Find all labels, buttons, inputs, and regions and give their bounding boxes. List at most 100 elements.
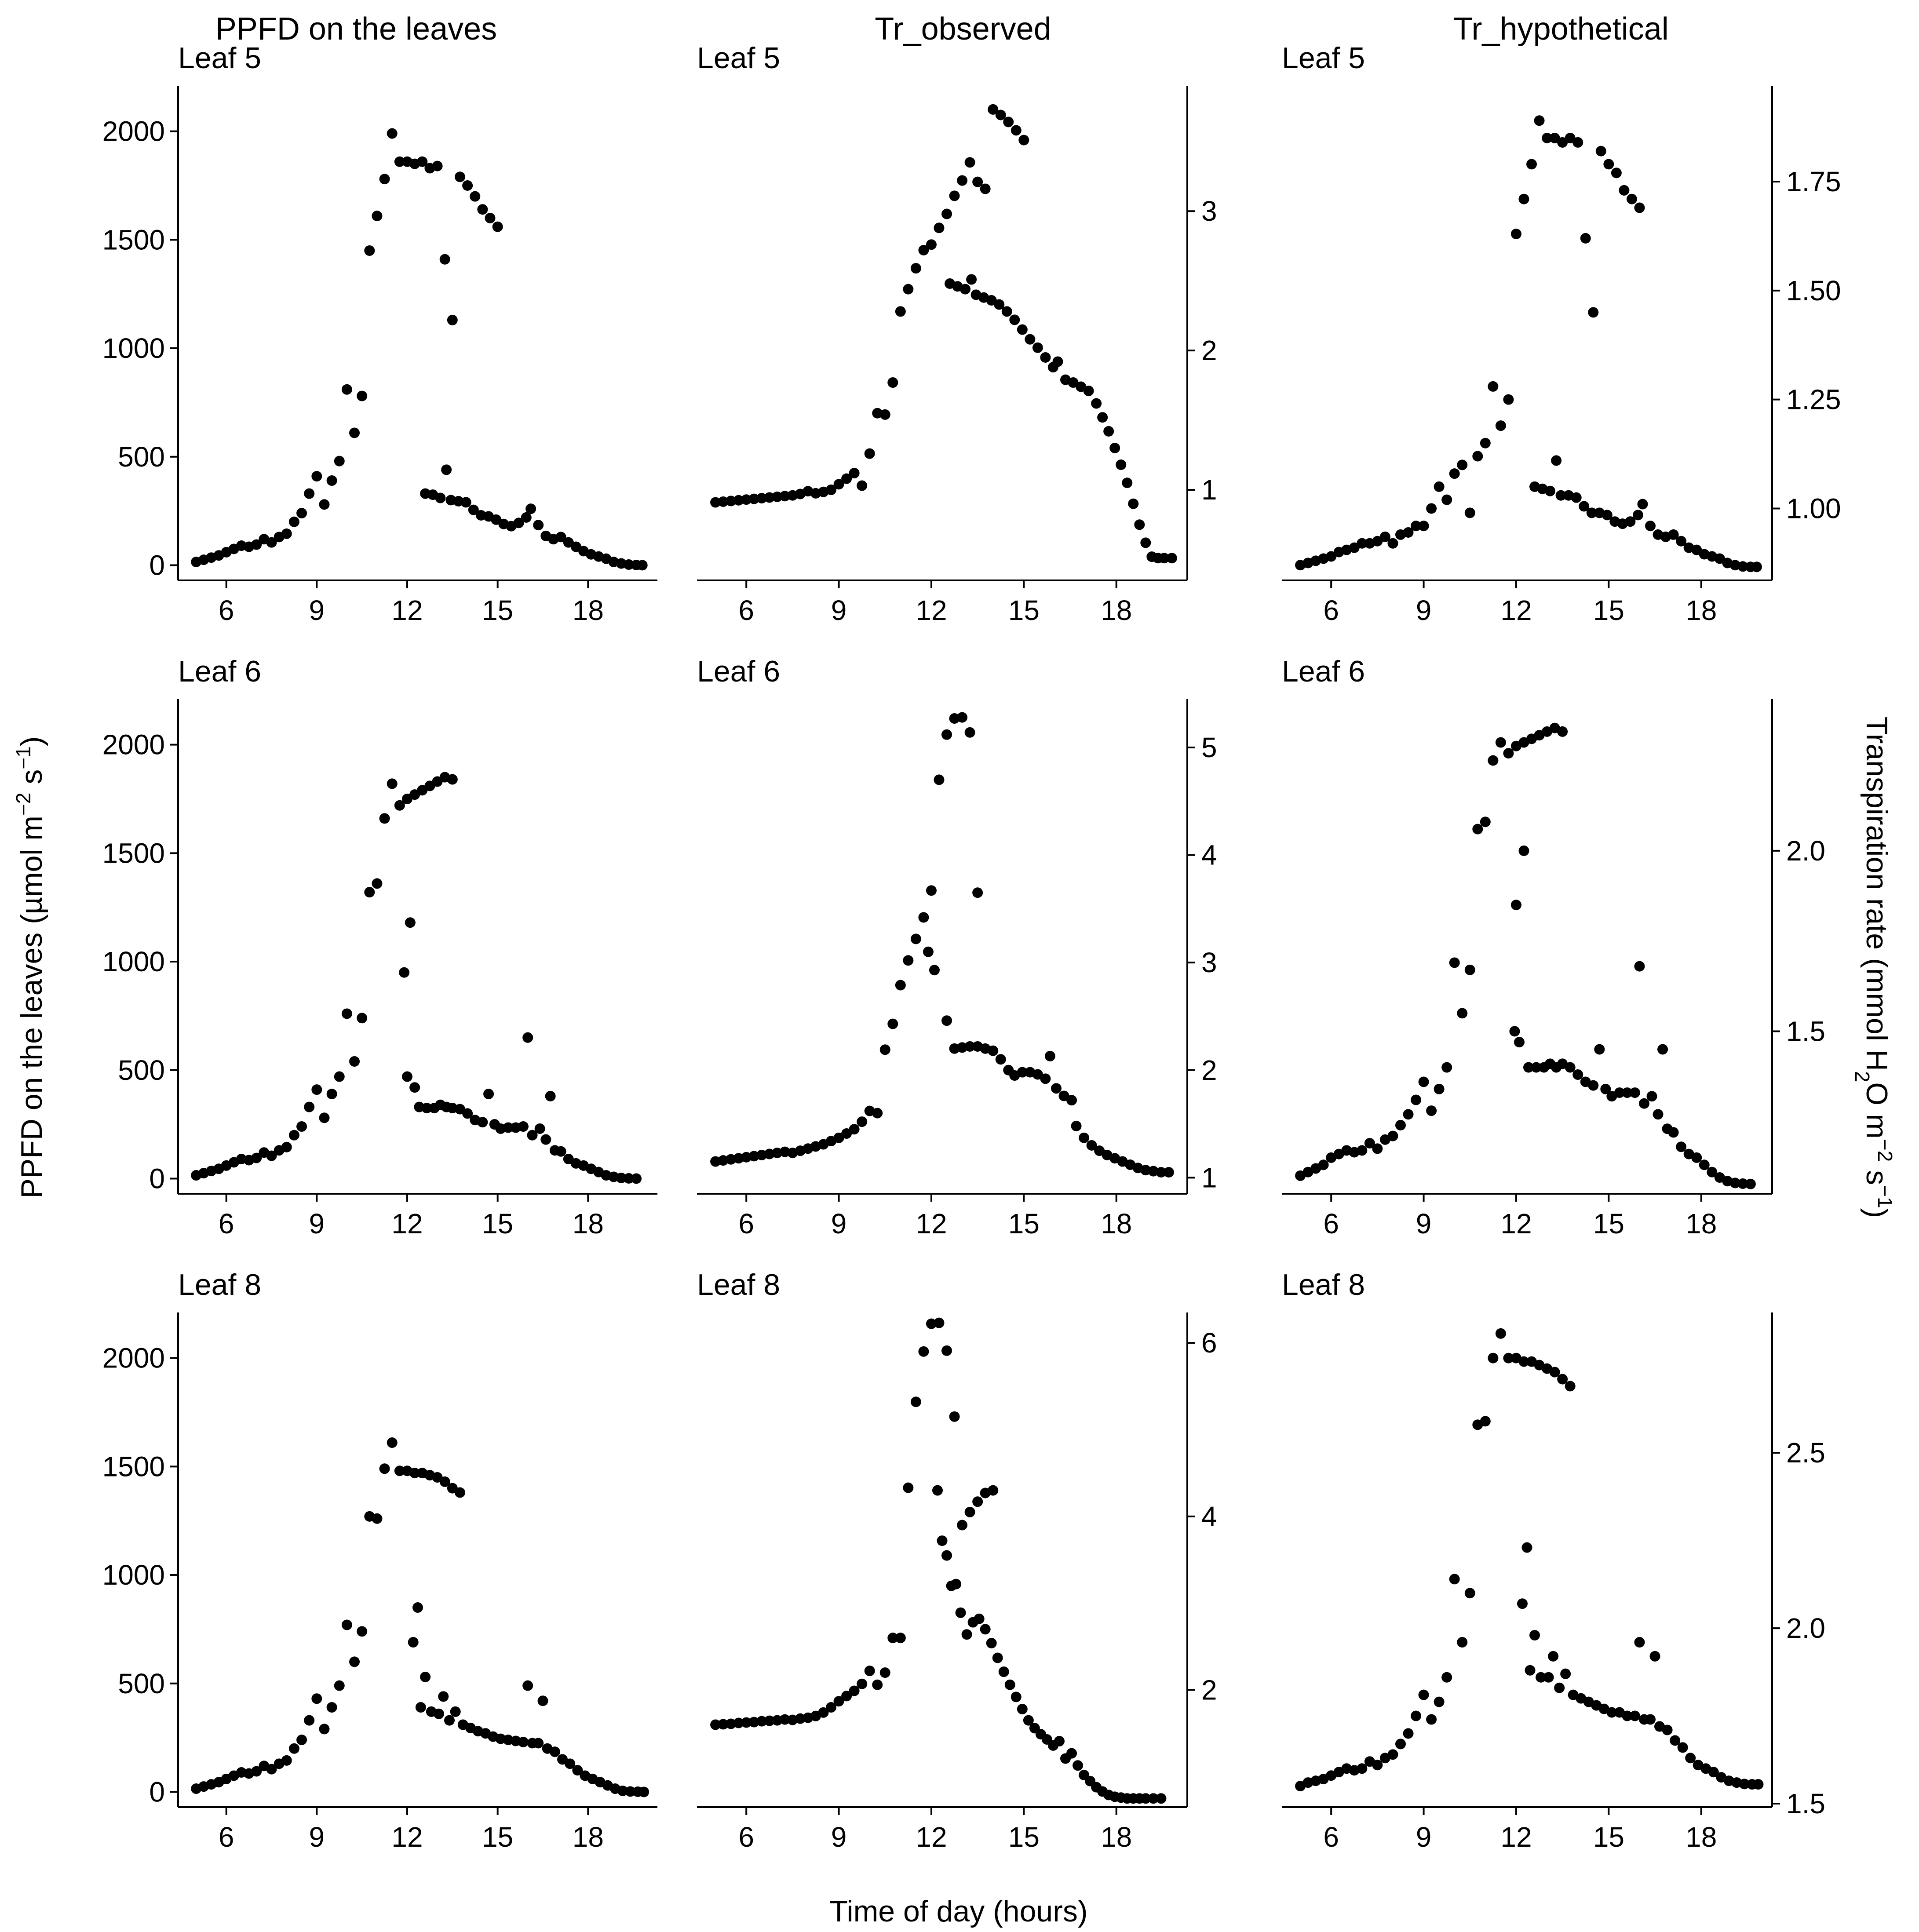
data-point (1159, 553, 1170, 564)
data-point (1626, 193, 1637, 204)
data-point (833, 479, 844, 490)
data-point (1549, 1367, 1560, 1378)
data-point (572, 1765, 583, 1776)
data-point (1017, 324, 1028, 335)
data-point (980, 1624, 991, 1635)
data-point (485, 212, 496, 223)
x-tick-label: 9 (1416, 1821, 1432, 1853)
data-point (1517, 1598, 1528, 1609)
data-point (1140, 537, 1151, 548)
data-point (795, 1713, 806, 1724)
data-point (625, 1786, 636, 1797)
data-point (1495, 1328, 1506, 1339)
data-point (986, 295, 997, 306)
data-point (1668, 1127, 1679, 1138)
data-point (1510, 229, 1521, 240)
panel-title: Leaf 8 (178, 1268, 261, 1301)
data-point (412, 1602, 423, 1613)
data-point (477, 1117, 488, 1128)
data-point (1653, 1109, 1664, 1120)
data-point (372, 878, 383, 889)
data-point (1457, 459, 1468, 470)
data-point (450, 1706, 461, 1717)
data-point (764, 492, 775, 503)
data-point (364, 245, 375, 256)
data-point (1614, 1087, 1625, 1098)
data-point (1572, 1069, 1583, 1080)
x-tick-label: 12 (391, 594, 423, 626)
y-tick-label: 1.5 (1786, 1788, 1825, 1819)
data-point (1509, 1026, 1520, 1037)
data-point (545, 1090, 556, 1101)
y-tick-label: 500 (118, 441, 165, 473)
panel-r2-c2: Leaf 8 6 9 12 15 18 1.5 2.0 2.5 (1282, 1268, 1825, 1853)
data-point (1580, 233, 1591, 244)
data-point (1357, 1145, 1368, 1156)
panel-title: Leaf 8 (1282, 1268, 1365, 1301)
panel-r2-c1: Leaf 8 6 9 12 15 18 2 4 6 (697, 1268, 1217, 1853)
data-point (1411, 1094, 1422, 1105)
data-point (733, 1153, 744, 1164)
data-point (1488, 381, 1499, 392)
data-point (623, 1173, 634, 1184)
data-point (470, 191, 481, 202)
data-point (1638, 1098, 1649, 1109)
data-point (964, 157, 975, 168)
data-point (349, 1056, 360, 1067)
data-point (833, 1132, 844, 1143)
data-point (533, 1738, 544, 1749)
y-left-base: PPFD on the leaves (µmol m (15, 816, 48, 1199)
x-tick-label: 18 (573, 1208, 604, 1239)
data-point (319, 1724, 330, 1735)
data-point (849, 1685, 860, 1696)
data-point (857, 1116, 868, 1127)
data-point (772, 1715, 783, 1726)
data-point (1645, 1714, 1656, 1725)
panel-r1-c0: Leaf 6 6 9 12 15 18 0 500 1000 1500 2000 (102, 655, 657, 1239)
data-point (387, 128, 398, 139)
data-point (960, 284, 971, 295)
data-point (1557, 137, 1568, 148)
x-tick-label: 15 (482, 1208, 513, 1239)
data-point (1503, 748, 1514, 759)
y-tick-label: 6 (1201, 1327, 1217, 1359)
data-point (417, 156, 428, 167)
data-point (1403, 1109, 1414, 1120)
data-point (1103, 426, 1114, 437)
panel-title: Leaf 5 (1282, 41, 1365, 75)
data-point (408, 1637, 419, 1648)
panel-title: Leaf 8 (697, 1268, 780, 1301)
data-point (1503, 1352, 1514, 1363)
data-point (949, 190, 960, 201)
y-left-mid: s (15, 769, 48, 793)
data-point (288, 516, 299, 527)
data-point (522, 1680, 533, 1691)
data-point (1510, 900, 1521, 911)
panel-r0-c2: Leaf 5 6 9 12 15 18 1.00 1.25 1.50 1.75 (1282, 41, 1841, 626)
data-point (951, 1578, 962, 1589)
data-point (1691, 544, 1702, 555)
data-point (341, 384, 352, 395)
data-point (910, 1396, 921, 1407)
data-point (972, 887, 983, 898)
data-point (895, 306, 906, 317)
y-tick-label: 1 (1201, 1162, 1217, 1193)
y-tick-label: 500 (118, 1668, 165, 1699)
data-point (998, 1666, 1009, 1677)
data-point (932, 1485, 943, 1496)
data-point (341, 1008, 352, 1019)
data-point (394, 800, 405, 811)
data-point (1403, 1728, 1414, 1739)
data-point (399, 967, 410, 978)
x-tick-label: 12 (391, 1821, 423, 1853)
data-point (432, 160, 443, 171)
data-point (1622, 1087, 1633, 1098)
data-point (957, 1520, 968, 1531)
x-tick-label: 9 (831, 1821, 847, 1853)
data-point (756, 1149, 767, 1160)
data-point (910, 933, 921, 944)
data-point (341, 1619, 352, 1630)
data-point (1676, 536, 1687, 547)
data-point (1011, 1691, 1022, 1702)
data-point (1464, 964, 1475, 975)
